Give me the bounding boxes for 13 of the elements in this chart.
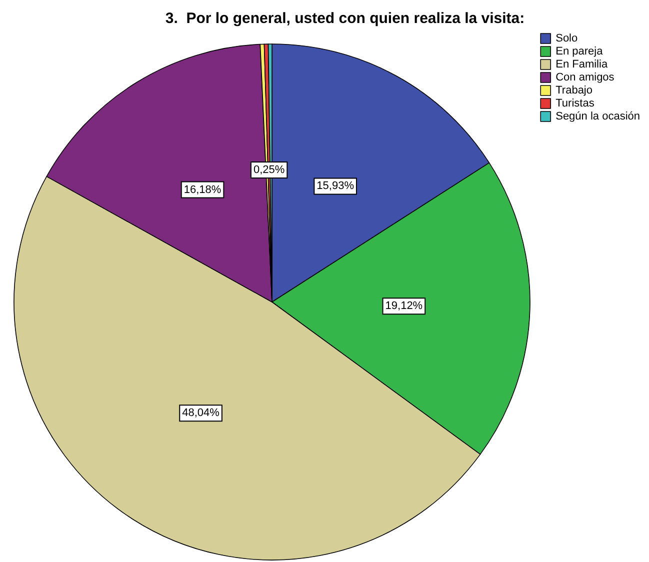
data-label: 48,04% — [182, 407, 220, 420]
legend-label: Solo — [556, 32, 578, 44]
data-label: 19,12% — [385, 300, 423, 312]
data-label: 16,18% — [184, 184, 222, 196]
legend-label: Según la ocasión — [556, 110, 640, 122]
legend-label: Con amigos — [556, 72, 615, 84]
chart-title: 3. Por lo general, usted con quien realiza la visita: — [165, 10, 525, 27]
legend-label: En pareja — [556, 46, 604, 58]
data-label: 0,25% — [253, 164, 285, 176]
legend-label: En Familia — [556, 58, 608, 70]
data-label: 15,93% — [316, 180, 354, 192]
legend-label: Turistas — [556, 98, 595, 110]
legend-label: Trabajo — [556, 84, 592, 96]
